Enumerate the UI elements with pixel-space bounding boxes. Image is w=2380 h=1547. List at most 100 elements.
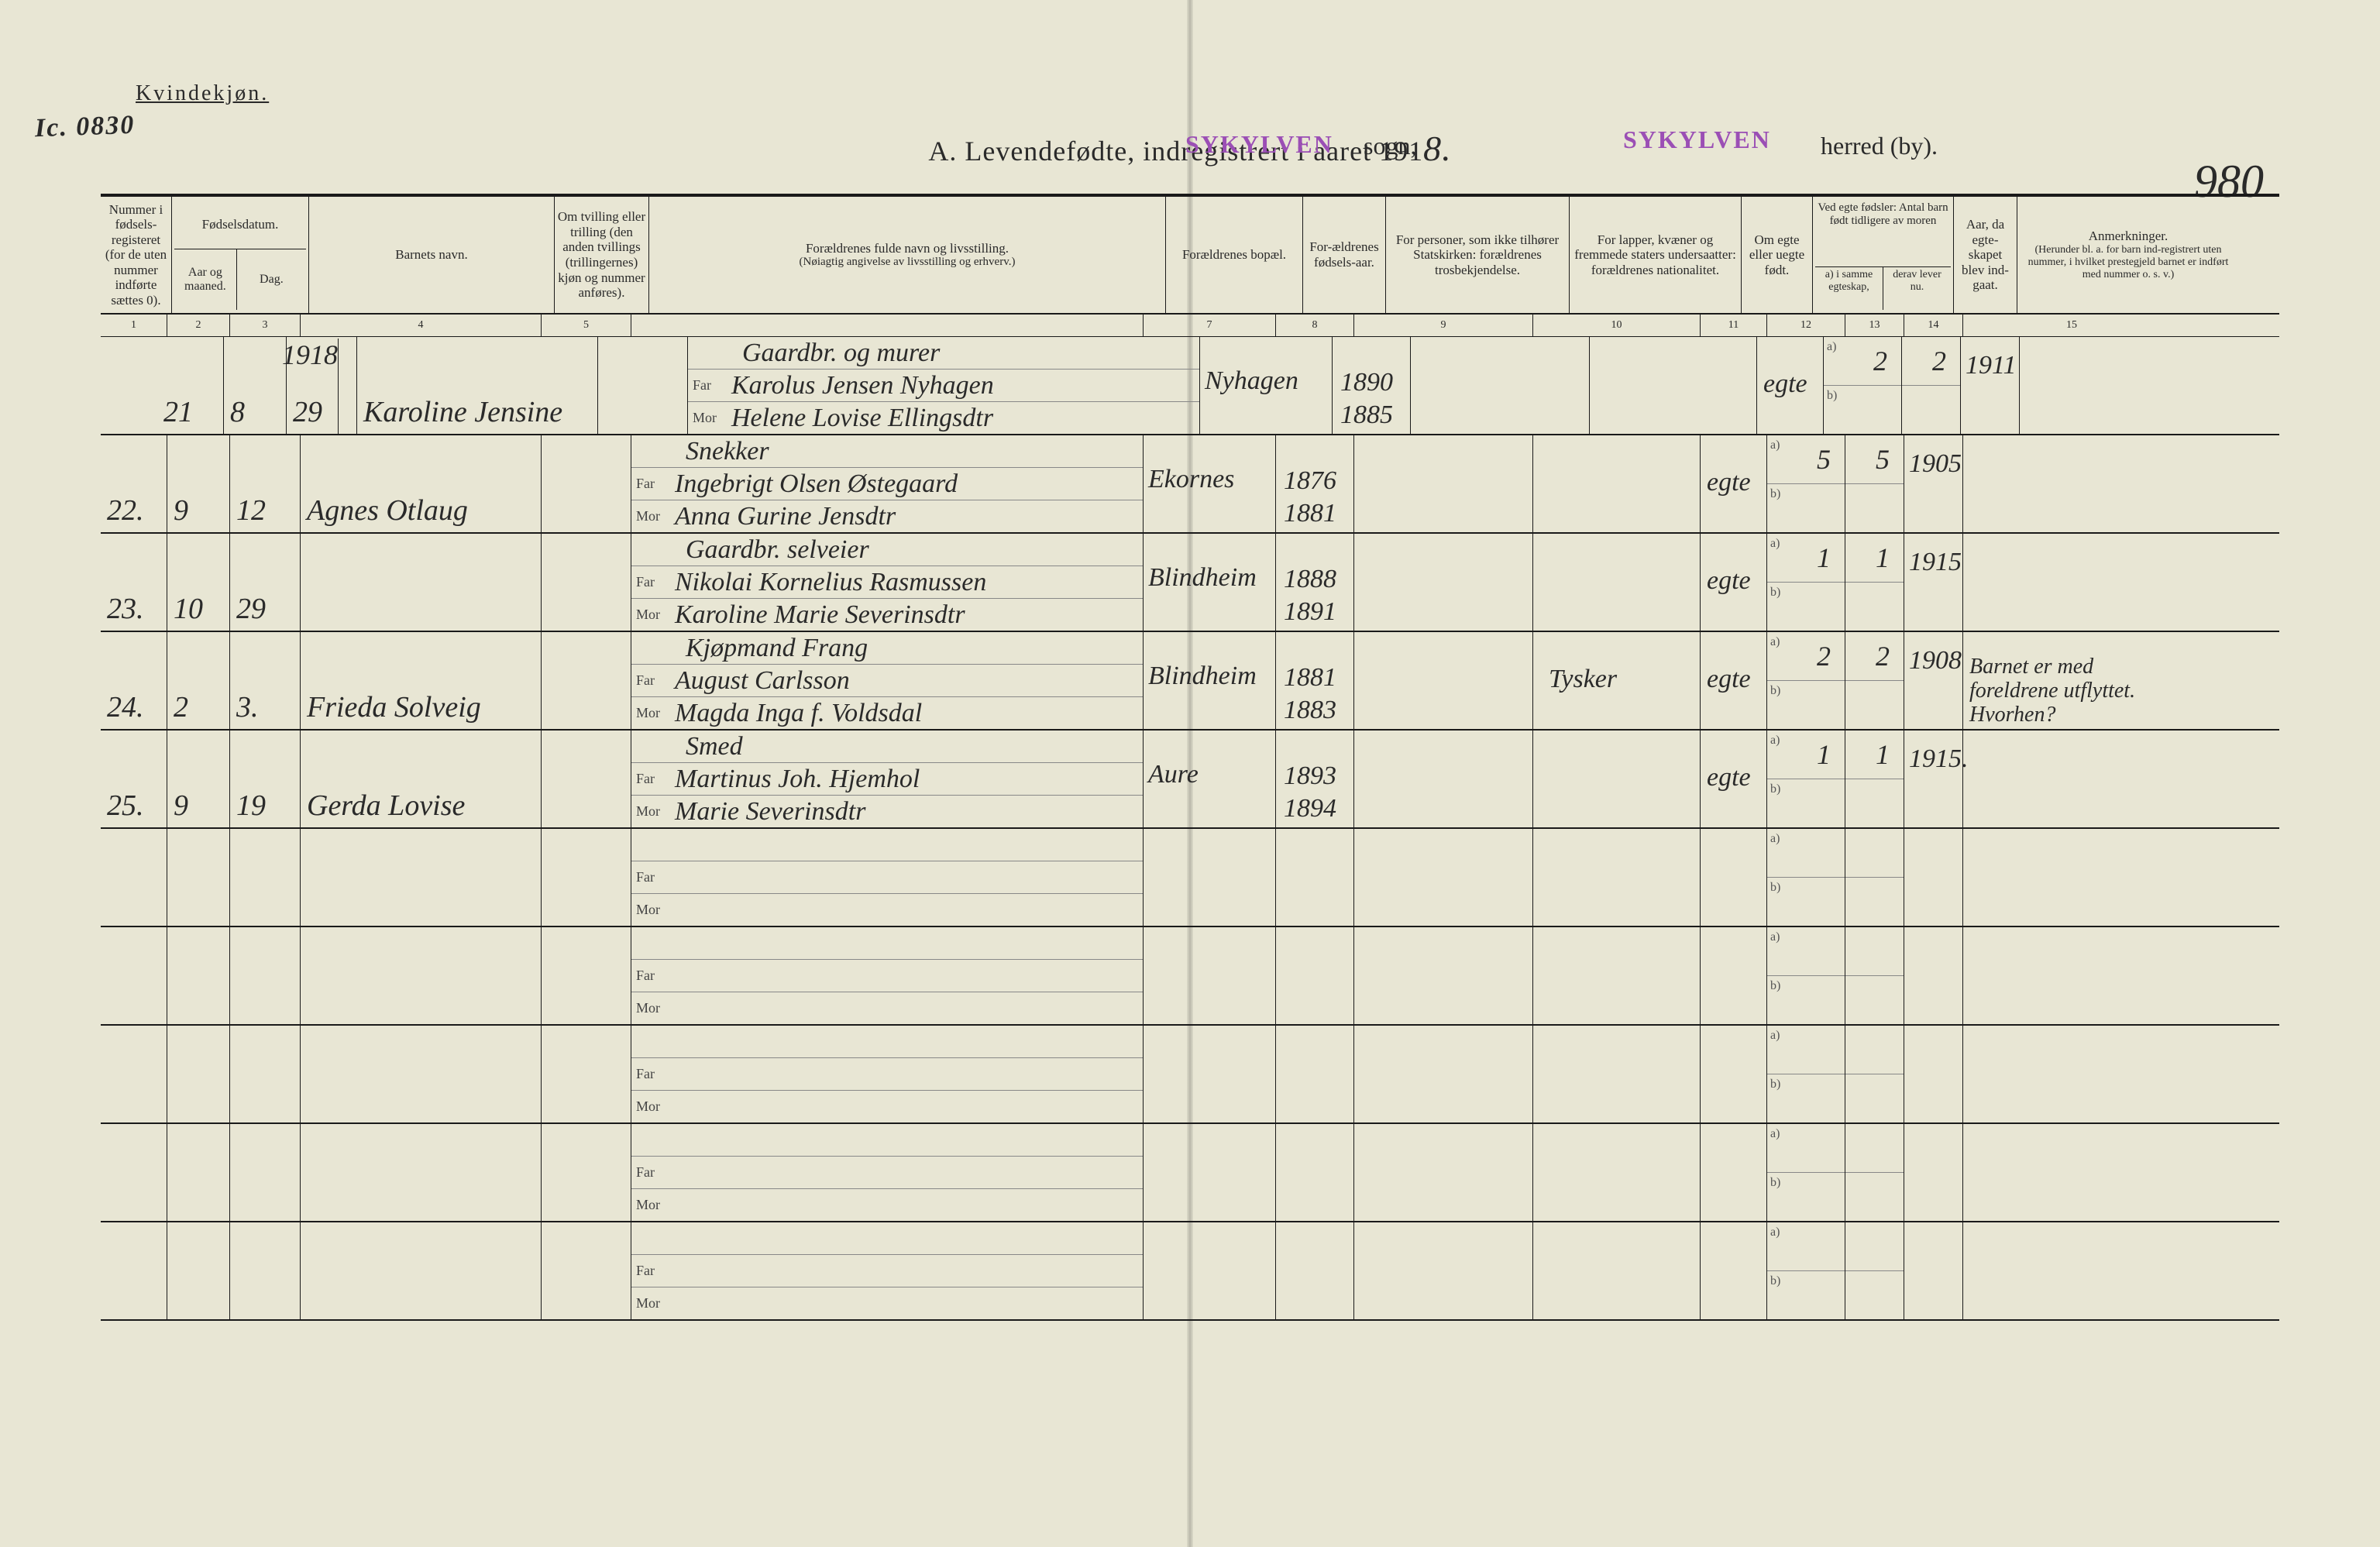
table-row-empty: Far Mor a) b) (101, 1124, 2279, 1222)
hdr-residence: Forældrenes bopæl. (1166, 197, 1303, 313)
hdr-remarks: Anmerkninger. (Herunder bl. a. for barn … (2017, 197, 2239, 313)
marriage-year: 1915. (1909, 744, 1969, 774)
residence: Ekornes (1148, 465, 1234, 494)
far-label: Far (636, 1066, 675, 1082)
far-label: Far (636, 1263, 675, 1279)
hdr-nationality: For lapper, kvæner og fremmede staters u… (1570, 197, 1742, 313)
far-label: Far (693, 377, 731, 394)
colnum-12: 12 (1767, 315, 1845, 336)
hdr-birthdate-top: Fødselsdatum. (174, 200, 306, 249)
entry-day: 12 (236, 493, 266, 528)
gender-heading: Kvindekjøn. (136, 81, 269, 106)
a-living: 1 (1876, 738, 1890, 771)
table-row-empty: Far Mor a) b) (101, 829, 2279, 927)
entry-number: 23. (107, 592, 144, 626)
table-row: 24. 2 3. Frieda Solveig Kjøpmand Frang F… (101, 632, 2279, 731)
entry-day: 29 (293, 395, 322, 429)
a-label: a) (1770, 930, 1780, 944)
legitimate: egte (1707, 763, 1751, 792)
nationality: Tysker (1549, 665, 1617, 694)
parent-occupation: Smed (631, 731, 1143, 762)
hdr-parents-sub: (Nøiagtig angivelse av livsstilling og e… (652, 256, 1163, 269)
hdr-number: Nummer i fødsels-registeret (for de uten… (101, 197, 172, 313)
a-living: 2 (1932, 345, 1946, 377)
hdr-remarks-top: Anmerkninger. (2020, 229, 2237, 244)
marriage-year: 1905 (1909, 449, 1962, 479)
colnum-14: 14 (1904, 315, 1963, 336)
b-label: b) (1770, 1078, 1780, 1091)
hdr-twin: Om tvilling eller trilling (den anden tv… (555, 197, 649, 313)
hdr-prior-b: derav lever nu. (1883, 267, 1951, 310)
colnum-2: 2 (167, 315, 230, 336)
birth-register-table: Nummer i fødsels-registeret (for de uten… (101, 194, 2279, 1321)
legitimate: egte (1707, 468, 1751, 497)
hdr-marriage-year: Aar, da egte-skapet blev ind-gaat. (1954, 197, 2017, 313)
a-label: a) (1770, 734, 1780, 748)
entry-day: 3. (236, 690, 259, 724)
a-same-marriage: 2 (1817, 640, 1831, 672)
mother-birthyear: 1894 (1284, 794, 1336, 823)
father-name: Karolus Jensen Nyhagen (731, 371, 994, 401)
residence: Blindheim (1148, 662, 1257, 691)
mother-name: Anna Gurine Jensdtr (675, 502, 896, 531)
mother-name: Marie Severinsdtr (675, 797, 865, 827)
mother-name: Karoline Marie Severinsdtr (675, 600, 965, 630)
b-label: b) (1770, 881, 1780, 895)
district-label: herred (by). (1821, 132, 1938, 160)
entry-number: 22. (107, 493, 144, 528)
hdr-prior-children: Ved egte fødsler: Antal barn født tidlig… (1813, 197, 1954, 313)
marriage-year: 1911 (1966, 351, 2016, 380)
a-label: a) (1770, 438, 1780, 452)
table-row: 25. 9 19 Gerda Lovise Smed FarMartinus J… (101, 731, 2279, 829)
far-label: Far (636, 476, 675, 492)
father-birthyear: 1876 (1284, 466, 1336, 496)
colnum-6 (631, 315, 1144, 336)
entry-number: 24. (107, 690, 144, 724)
mother-birthyear: 1881 (1284, 499, 1336, 528)
colnum-4: 4 (301, 315, 542, 336)
hdr-parents: Forældrenes fulde navn og livsstilling. … (649, 197, 1166, 313)
hdr-parent-birthyear: For-ældrenes fødsels-aar. (1303, 197, 1386, 313)
mor-label: Mor (693, 410, 731, 426)
b-label: b) (1770, 979, 1780, 993)
mor-label: Mor (636, 1295, 675, 1312)
b-label: b) (1827, 389, 1837, 403)
parent-occupation: Snekker (631, 435, 1143, 467)
father-name: Martinus Joh. Hjemhol (675, 765, 920, 794)
father-birthyear: 1888 (1284, 565, 1336, 594)
entry-month: 8 (230, 395, 245, 429)
a-label: a) (1770, 635, 1780, 649)
a-label: a) (1770, 1127, 1780, 1141)
hdr-child-name: Barnets navn. (309, 197, 555, 313)
mother-name: Helene Lovise Ellingsdtr (731, 404, 993, 433)
b-label: b) (1770, 487, 1780, 501)
colnum-10: 10 (1533, 315, 1701, 336)
child-name: Frieda Solveig (307, 690, 481, 724)
register-page: Kvindekjøn. Ic. 0830 A. Levendefødte, in… (0, 0, 2380, 1547)
colnum-13: 13 (1845, 315, 1904, 336)
mor-label: Mor (636, 1098, 675, 1115)
hdr-birthdate: Fødselsdatum. Aar og maaned. Dag. (172, 197, 309, 313)
a-same-marriage: 2 (1873, 345, 1887, 377)
mor-label: Mor (636, 508, 675, 524)
residence: Blindheim (1148, 563, 1257, 593)
title-prefix: A. Levendefødte, indregistrert i aaret 1… (928, 136, 1423, 167)
entry-number: 25. (107, 789, 144, 823)
a-label: a) (1827, 340, 1836, 354)
b-label: b) (1770, 586, 1780, 600)
legitimate: egte (1707, 665, 1751, 694)
colnum-7: 7 (1144, 315, 1276, 336)
a-living: 5 (1876, 443, 1890, 476)
mor-label: Mor (636, 607, 675, 623)
mor-label: Mor (636, 1000, 675, 1016)
table-row: 1918 21 8 29 Karoline Jensine Gaardbr. o… (101, 337, 2279, 435)
far-label: Far (636, 869, 675, 885)
colnum-1: 1 (101, 315, 167, 336)
hdr-prior-a: a) i samme egteskap, (1815, 267, 1883, 310)
father-birthyear: 1893 (1284, 761, 1336, 791)
colnum-11: 11 (1701, 315, 1767, 336)
far-label: Far (636, 672, 675, 689)
mother-birthyear: 1883 (1284, 696, 1336, 725)
child-name: Karoline Jensine (363, 395, 562, 429)
remarks: Barnet er med foreldrene utflyttet. Hvor… (1969, 655, 2177, 727)
